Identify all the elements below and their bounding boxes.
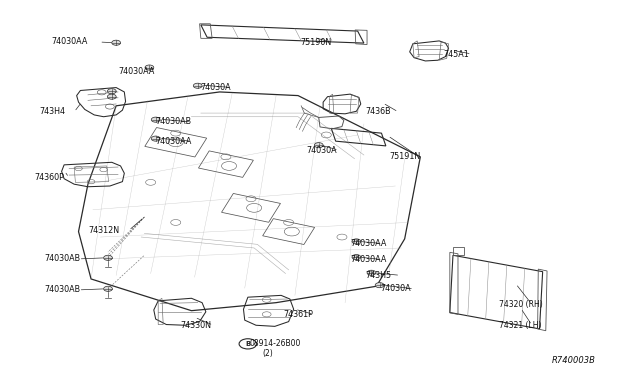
Text: 74030AB: 74030AB	[44, 285, 80, 294]
Text: 74330N: 74330N	[180, 321, 212, 330]
Circle shape	[104, 286, 113, 291]
Text: 74030AA: 74030AA	[118, 67, 154, 76]
Text: 74360P: 74360P	[35, 173, 65, 182]
Circle shape	[108, 94, 116, 99]
Circle shape	[367, 270, 376, 275]
Text: B: B	[245, 341, 250, 347]
Text: 745A1: 745A1	[443, 49, 468, 58]
Circle shape	[314, 142, 323, 148]
Text: 74320 (RH): 74320 (RH)	[499, 300, 543, 309]
Text: 74030AA: 74030AA	[350, 239, 387, 248]
Circle shape	[104, 255, 113, 260]
Circle shape	[108, 89, 116, 94]
Circle shape	[112, 40, 120, 45]
Text: 74030A: 74030A	[306, 146, 337, 155]
Circle shape	[151, 117, 160, 122]
Text: 74312N: 74312N	[88, 226, 119, 235]
Text: 74030A: 74030A	[201, 83, 232, 92]
Text: 74030AB: 74030AB	[156, 117, 192, 126]
Circle shape	[375, 283, 384, 288]
Text: 74321 (LH): 74321 (LH)	[499, 321, 542, 330]
Text: 743H4: 743H4	[39, 108, 65, 116]
Circle shape	[151, 136, 160, 141]
Circle shape	[352, 254, 361, 260]
Text: 74030A: 74030A	[380, 284, 411, 293]
Circle shape	[352, 239, 361, 244]
Text: 74030AA: 74030AA	[52, 38, 88, 46]
Text: 74030AA: 74030AA	[350, 255, 387, 264]
Text: 74030AB: 74030AB	[44, 254, 80, 263]
Text: (2): (2)	[262, 349, 273, 358]
Text: 743H5: 743H5	[365, 271, 391, 280]
Circle shape	[145, 65, 154, 70]
Text: 75190N: 75190N	[300, 38, 331, 47]
Text: 08914-26B00: 08914-26B00	[250, 339, 301, 348]
Text: 7436B: 7436B	[365, 108, 391, 116]
Text: R740003B: R740003B	[552, 356, 596, 365]
Circle shape	[193, 83, 202, 88]
Text: 75191N: 75191N	[389, 153, 420, 161]
Text: 74030AA: 74030AA	[156, 137, 192, 146]
Text: 74361P: 74361P	[284, 310, 314, 319]
